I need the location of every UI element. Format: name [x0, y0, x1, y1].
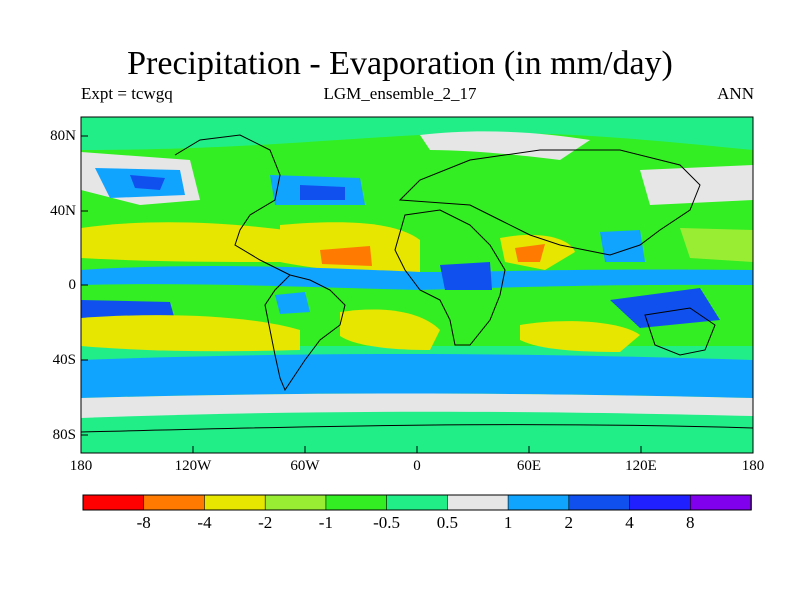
- lon-label-120w: 120W: [174, 458, 212, 474]
- arctic-region: [81, 117, 753, 150]
- coast-antarctica: [81, 424, 753, 433]
- axis-ticks: [81, 135, 642, 453]
- colorbar-label: -4: [197, 513, 212, 532]
- colorbar-label: -2: [258, 513, 273, 532]
- amazon-wet: [275, 292, 310, 314]
- colorbar-swatch: [204, 494, 266, 511]
- arabia-max-evap: [515, 244, 545, 262]
- atlantic-max-evap: [320, 246, 372, 266]
- coastlines: [81, 134, 753, 433]
- colorbar-swatch: [689, 494, 752, 511]
- colorbar-label: -1: [318, 513, 333, 532]
- colorbar-swatch: [143, 494, 206, 511]
- arctic-grey: [420, 131, 590, 160]
- band-antarctic: [81, 411, 753, 453]
- colorbar-swatch: [568, 494, 631, 511]
- colorbar-swatch: [386, 494, 449, 511]
- colorbar-swatch: [507, 494, 570, 511]
- asian-monsoon: [600, 230, 645, 262]
- colorbar-swatch: [325, 494, 388, 511]
- colorbar-label: -8: [136, 513, 151, 532]
- atlantic-north-deep: [300, 185, 345, 200]
- subtropic-pacific-north: [81, 222, 300, 262]
- lat-label-80n: 80N: [50, 128, 76, 144]
- coast-africa: [394, 209, 506, 346]
- coast-australia: [644, 307, 716, 356]
- colorbar-label: 4: [625, 513, 634, 532]
- coast-eurasia: [398, 149, 701, 256]
- colorbar: [82, 494, 752, 511]
- maritime-continent: [610, 288, 720, 328]
- colorbar-frame: [82, 494, 752, 511]
- colorbar-swatch: [629, 494, 692, 511]
- nw-pacific-grey: [640, 165, 753, 205]
- lat-label-80s: 80S: [52, 427, 76, 443]
- subtropic-pacific-south: [81, 315, 300, 352]
- lon-label-0: 0: [413, 458, 421, 474]
- subtropic-east-north: [680, 228, 753, 262]
- ensemble-label: LGM_ensemble_2_17: [323, 84, 477, 103]
- lat-label-40n: 40N: [50, 203, 76, 219]
- colorbar-label: 8: [686, 513, 695, 532]
- pe-field: [81, 117, 753, 453]
- colorbar-label: 2: [564, 513, 574, 532]
- band-southern-blue: [81, 354, 753, 398]
- itcz-band: [81, 266, 753, 290]
- lon-label-180e: 180: [741, 458, 765, 474]
- lat-label-40s: 40S: [52, 352, 76, 368]
- lat-label-0: 0: [68, 277, 77, 293]
- season-label: ANN: [717, 84, 754, 103]
- coast-south-america: [264, 274, 346, 392]
- subtropic-atlantic-north: [280, 222, 420, 273]
- subtropic-indian-south: [520, 321, 640, 352]
- experiment-label: Expt = tcwgq: [81, 84, 173, 103]
- coast-north-america: [174, 134, 291, 276]
- lon-label-180w: 180: [69, 458, 93, 474]
- colorbar-swatch: [82, 494, 145, 511]
- plot-title: Precipitation - Evaporation (in mm/day): [127, 45, 673, 82]
- pacific-north-deep: [130, 175, 165, 190]
- colorbar-label: 1: [503, 513, 513, 532]
- subtropic-atlantic-south: [340, 309, 440, 350]
- africa-wet: [440, 262, 492, 290]
- colorbar-swatch: [264, 494, 327, 511]
- colorbar-swatch: [447, 494, 509, 511]
- colorbar-label: -0.5: [373, 513, 401, 532]
- colorbar-label: 0.5: [436, 513, 459, 532]
- lon-label-60e: 60E: [516, 458, 542, 474]
- lon-label-60w: 60W: [290, 458, 320, 474]
- lon-label-120e: 120E: [625, 458, 657, 474]
